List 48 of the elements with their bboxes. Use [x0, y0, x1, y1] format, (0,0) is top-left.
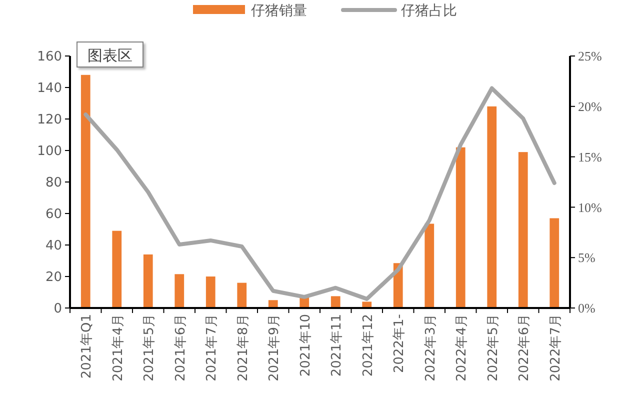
- y-tick-label: 80: [45, 176, 62, 191]
- x-tick-label: 2022年7月: [548, 314, 564, 382]
- y-tick-label: 100: [37, 144, 62, 160]
- bar: [143, 254, 153, 308]
- x-tick-label: 2022年5月: [486, 314, 501, 382]
- y2-tick-label: 25%: [578, 48, 602, 64]
- annotation: 图表区: [88, 46, 132, 64]
- bar: [424, 224, 434, 308]
- bar: [80, 74, 90, 308]
- x-tick-label: 2021年10: [298, 314, 314, 377]
- x-tick-label: 2021年7月: [204, 314, 220, 382]
- x-tick-label: 2022年4月: [454, 314, 470, 382]
- y-tick-label: 0: [54, 302, 62, 317]
- x-tick-label: 2021年4月: [110, 314, 126, 382]
- x-tick-label: 2021年8月: [236, 314, 251, 382]
- y2-tick-label: 5%: [578, 250, 596, 266]
- bar: [330, 296, 340, 308]
- x-tick-label: 2021年5月: [142, 314, 158, 382]
- x-tick-label: 2021年6月: [173, 314, 188, 382]
- y2-tick-label: 20%: [578, 98, 602, 114]
- legend-label: 仔猪销量: [251, 2, 307, 19]
- bar: [206, 276, 216, 308]
- x-tick-label: 2021年Q1: [80, 314, 95, 379]
- bar: [518, 152, 528, 308]
- bar: [487, 106, 497, 308]
- y2-tick-label: 10%: [578, 200, 602, 215]
- x-tick-label: 2022年1-: [392, 314, 408, 374]
- y-tick-label: 140: [37, 81, 62, 96]
- y-tick-label: 40: [45, 238, 62, 254]
- bar: [268, 300, 278, 308]
- y2-tick-label: 15%: [578, 149, 602, 164]
- bar: [550, 218, 560, 308]
- y-tick-label: 60: [45, 207, 62, 222]
- bar: [174, 274, 184, 308]
- bar: [112, 230, 122, 308]
- line-series: [84, 86, 556, 301]
- x-tick-label: 2021年11: [330, 314, 345, 377]
- bar: [456, 147, 466, 308]
- x-tick-label: 2022年3月: [423, 314, 438, 382]
- bar: [237, 282, 247, 308]
- y-tick-label: 20: [45, 270, 62, 286]
- legend-label: 仔猪占比: [401, 2, 457, 19]
- x-tick-label: 2021年9月: [267, 314, 282, 382]
- y2-tick-label: 0%: [578, 300, 596, 316]
- y-tick-label: 120: [37, 112, 62, 128]
- x-tick-label: 2021年12: [360, 314, 376, 377]
- x-tick-label: 2022年6月: [517, 314, 532, 382]
- y-tick-label: 160: [37, 50, 62, 65]
